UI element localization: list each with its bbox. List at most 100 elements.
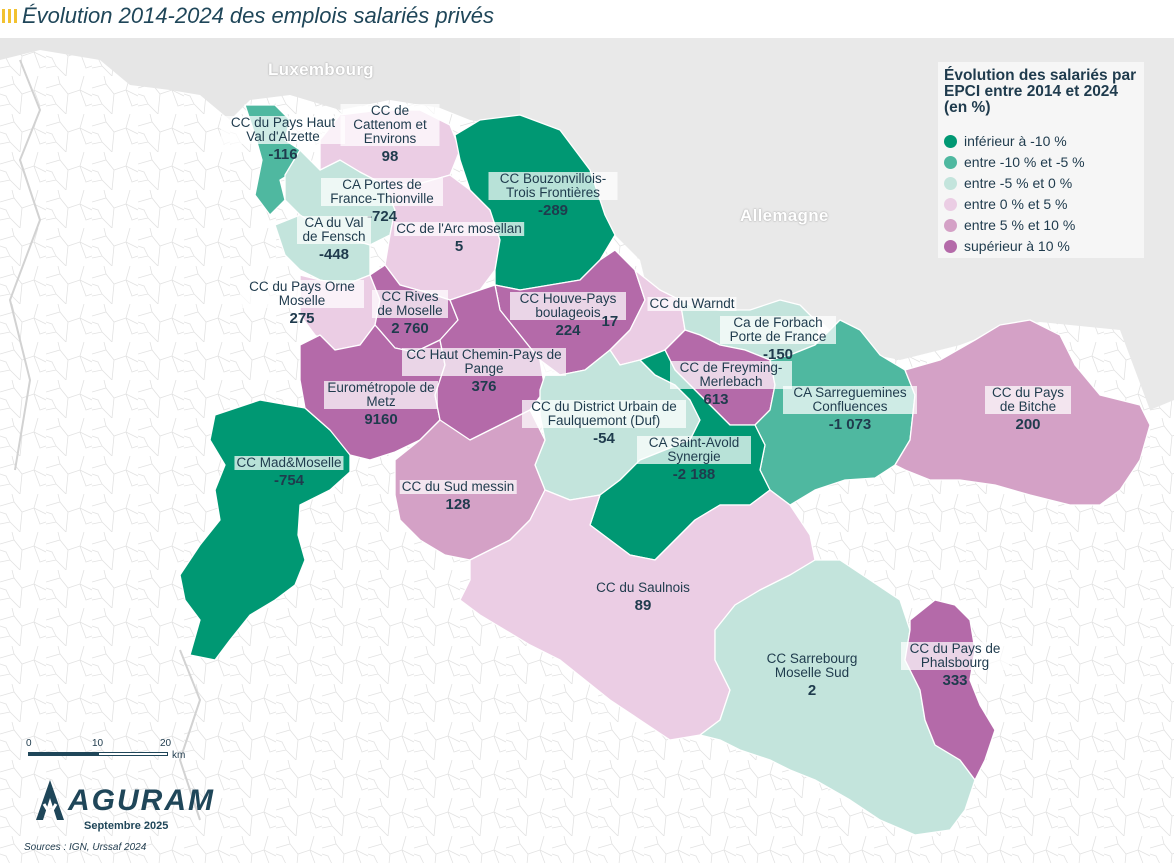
region-sarrebourg[interactable] <box>699 559 976 836</box>
label-haut-chemin[interactable]: CC Haut Chemin-Pays de Pange 376 <box>402 348 566 396</box>
sources-note: Sources : IGN, Urssaf 2024 <box>24 842 147 853</box>
legend-label: entre -5 % et 0 % <box>964 175 1073 191</box>
label-cattenom[interactable]: CC de Cattenom et Environs 98 <box>340 104 440 166</box>
label-value: -289 <box>537 202 569 219</box>
label-mad-moselle[interactable]: CC Mad&Moselle -754 <box>234 456 344 490</box>
border-line <box>8 59 202 821</box>
luxembourg-area <box>0 38 520 130</box>
label-houve[interactable]: CC Houve-Pays boulageois 224 <box>510 292 626 340</box>
label-name: CC du Pays Orne Moselle <box>240 280 364 308</box>
label-name: CC Sarrebourg Moselle Sud <box>766 651 858 680</box>
legend-swatch-icon <box>944 156 957 169</box>
label-value: 613 <box>703 391 729 408</box>
logo-date: Septembre 2025 <box>84 820 169 832</box>
label-saint-avold[interactable]: CA Saint-Avold Synergie -2 188 <box>637 436 751 484</box>
legend-label: entre -10 % et -5 % <box>964 154 1085 170</box>
logo-mark-icon <box>36 780 64 820</box>
legend-swatch-icon <box>944 240 957 253</box>
label-name: CC Rives de Moselle <box>372 290 448 318</box>
country-label-luxembourg: Luxembourg <box>268 60 374 79</box>
scale-bar: 0 10 20 km <box>22 738 202 764</box>
label-name: CA Sarreguemines Confluences <box>783 386 917 414</box>
label-name: CC du Pays de Bitche <box>985 386 1071 414</box>
label-warndt[interactable]: CC du Warndt 17 <box>601 296 737 331</box>
label-name: CC Haut Chemin-Pays de Pange <box>402 348 566 376</box>
label-sud-messin[interactable]: CC du Sud messin 128 <box>399 479 517 514</box>
label-name: CC du Warndt <box>647 296 737 311</box>
label-name: CC du Saulnois <box>596 580 690 595</box>
label-name: CA du Val de Fensch <box>297 216 371 244</box>
label-value: -724 <box>366 208 398 225</box>
scale-tick: 20 <box>160 738 172 749</box>
label-value: 89 <box>634 597 652 614</box>
scale-unit: km <box>172 750 186 761</box>
label-name: Ca de Forbach Porte de France <box>720 316 836 344</box>
label-sarrebourg[interactable]: CC Sarrebourg Moselle Sud 2 <box>755 652 869 700</box>
label-name: CC du Pays de Phalsbourg <box>901 642 1009 670</box>
label-value: -150 <box>762 346 794 363</box>
label-value: 5 <box>454 238 464 255</box>
label-thionville[interactable]: CA Portes de France-Thionville -724 <box>321 178 443 226</box>
label-name: CC du Sud messin <box>399 479 517 494</box>
label-value: -2 188 <box>672 466 716 483</box>
legend-item: inférieur à -10 % <box>944 132 1144 152</box>
label-rives[interactable]: CC Rives de Moselle 2 760 <box>372 290 448 338</box>
label-orne[interactable]: CC du Pays Orne Moselle 275 <box>240 280 364 328</box>
scale-tick: 0 <box>26 738 32 749</box>
legend-swatch-icon <box>944 135 957 148</box>
label-value: 275 <box>289 310 315 327</box>
label-metz[interactable]: Eurométropole de Metz 9160 <box>324 381 438 429</box>
scale-tick: 10 <box>92 738 104 749</box>
label-value: -448 <box>318 246 350 263</box>
scale-segment <box>28 752 98 756</box>
label-bitche[interactable]: CC du Pays de Bitche 200 <box>985 386 1071 434</box>
label-value: 128 <box>445 496 471 513</box>
legend-label: inférieur à -10 % <box>964 133 1067 149</box>
label-value: 2 760 <box>391 320 429 337</box>
label-faulquemont[interactable]: CC du District Urbain de Faulquemont (Du… <box>522 400 686 448</box>
label-value: -1 073 <box>828 416 872 433</box>
label-pays-haut[interactable]: CC du Pays Haut Val d'Alzette -116 <box>221 116 345 164</box>
label-phalsbourg[interactable]: CC du Pays de Phalsbourg 333 <box>901 642 1009 690</box>
label-value: -754 <box>273 472 305 489</box>
map-title: Évolution 2014-2024 des emplois salariés… <box>22 3 495 28</box>
legend-swatch-icon <box>944 177 957 190</box>
label-value: 98 <box>381 148 399 165</box>
label-forbach[interactable]: Ca de Forbach Porte de France -150 <box>720 316 836 364</box>
legend-label: entre 5 % et 10 % <box>964 217 1076 233</box>
legend-item: entre 5 % et 10 % <box>944 216 1144 236</box>
label-arc-mosellan[interactable]: CC de l'Arc mosellan 5 <box>394 222 524 256</box>
label-name: CC du Pays Haut Val d'Alzette <box>221 116 345 144</box>
label-value: 9160 <box>364 411 398 428</box>
logo-text: AGURAM <box>68 784 215 817</box>
label-name: CC de Cattenom et Environs <box>340 104 440 146</box>
legend-label: supérieur à 10 % <box>964 238 1070 254</box>
label-bouzonville[interactable]: CC Bouzonvillois-Trois Frontières -289 <box>488 172 618 220</box>
label-value: 376 <box>471 378 497 395</box>
label-name: CC du District Urbain de Faulquemont (Du… <box>522 400 686 428</box>
label-sarreguemines[interactable]: CA Sarreguemines Confluences -1 073 <box>783 386 917 434</box>
legend-swatch-icon <box>944 219 957 232</box>
label-name: CC de l'Arc mosellan <box>394 221 524 236</box>
label-name: CA Portes de France-Thionville <box>321 178 443 206</box>
legend: Évolution des salariés par EPCI entre 20… <box>938 62 1144 258</box>
label-value: 17 <box>601 313 619 330</box>
legend-label: entre 0 % et 5 % <box>964 196 1068 212</box>
legend-item: entre 0 % et 5 % <box>944 195 1144 215</box>
label-name: CC Houve-Pays boulageois <box>510 292 626 320</box>
label-value: 200 <box>1015 416 1041 433</box>
label-value: 333 <box>942 672 968 689</box>
legend-title: Évolution des salariés par EPCI entre 20… <box>944 67 1137 116</box>
label-value: 2 <box>807 682 817 699</box>
label-value: -54 <box>593 430 615 447</box>
legend-swatch-icon <box>944 198 957 211</box>
label-value: 224 <box>555 322 581 339</box>
label-name: CC Bouzonvillois-Trois Frontières <box>488 172 618 200</box>
title-accent-icon <box>2 9 18 23</box>
label-name: Eurométropole de Metz <box>324 381 438 409</box>
legend-item: entre -5 % et 0 % <box>944 174 1144 194</box>
label-saulnois[interactable]: CC du Saulnois 89 <box>594 581 692 615</box>
label-fensch[interactable]: CA du Val de Fensch -448 <box>297 216 371 264</box>
label-freyming[interactable]: CC de Freyming-Merlebach 613 <box>670 361 792 409</box>
legend-item: supérieur à 10 % <box>944 237 1144 257</box>
